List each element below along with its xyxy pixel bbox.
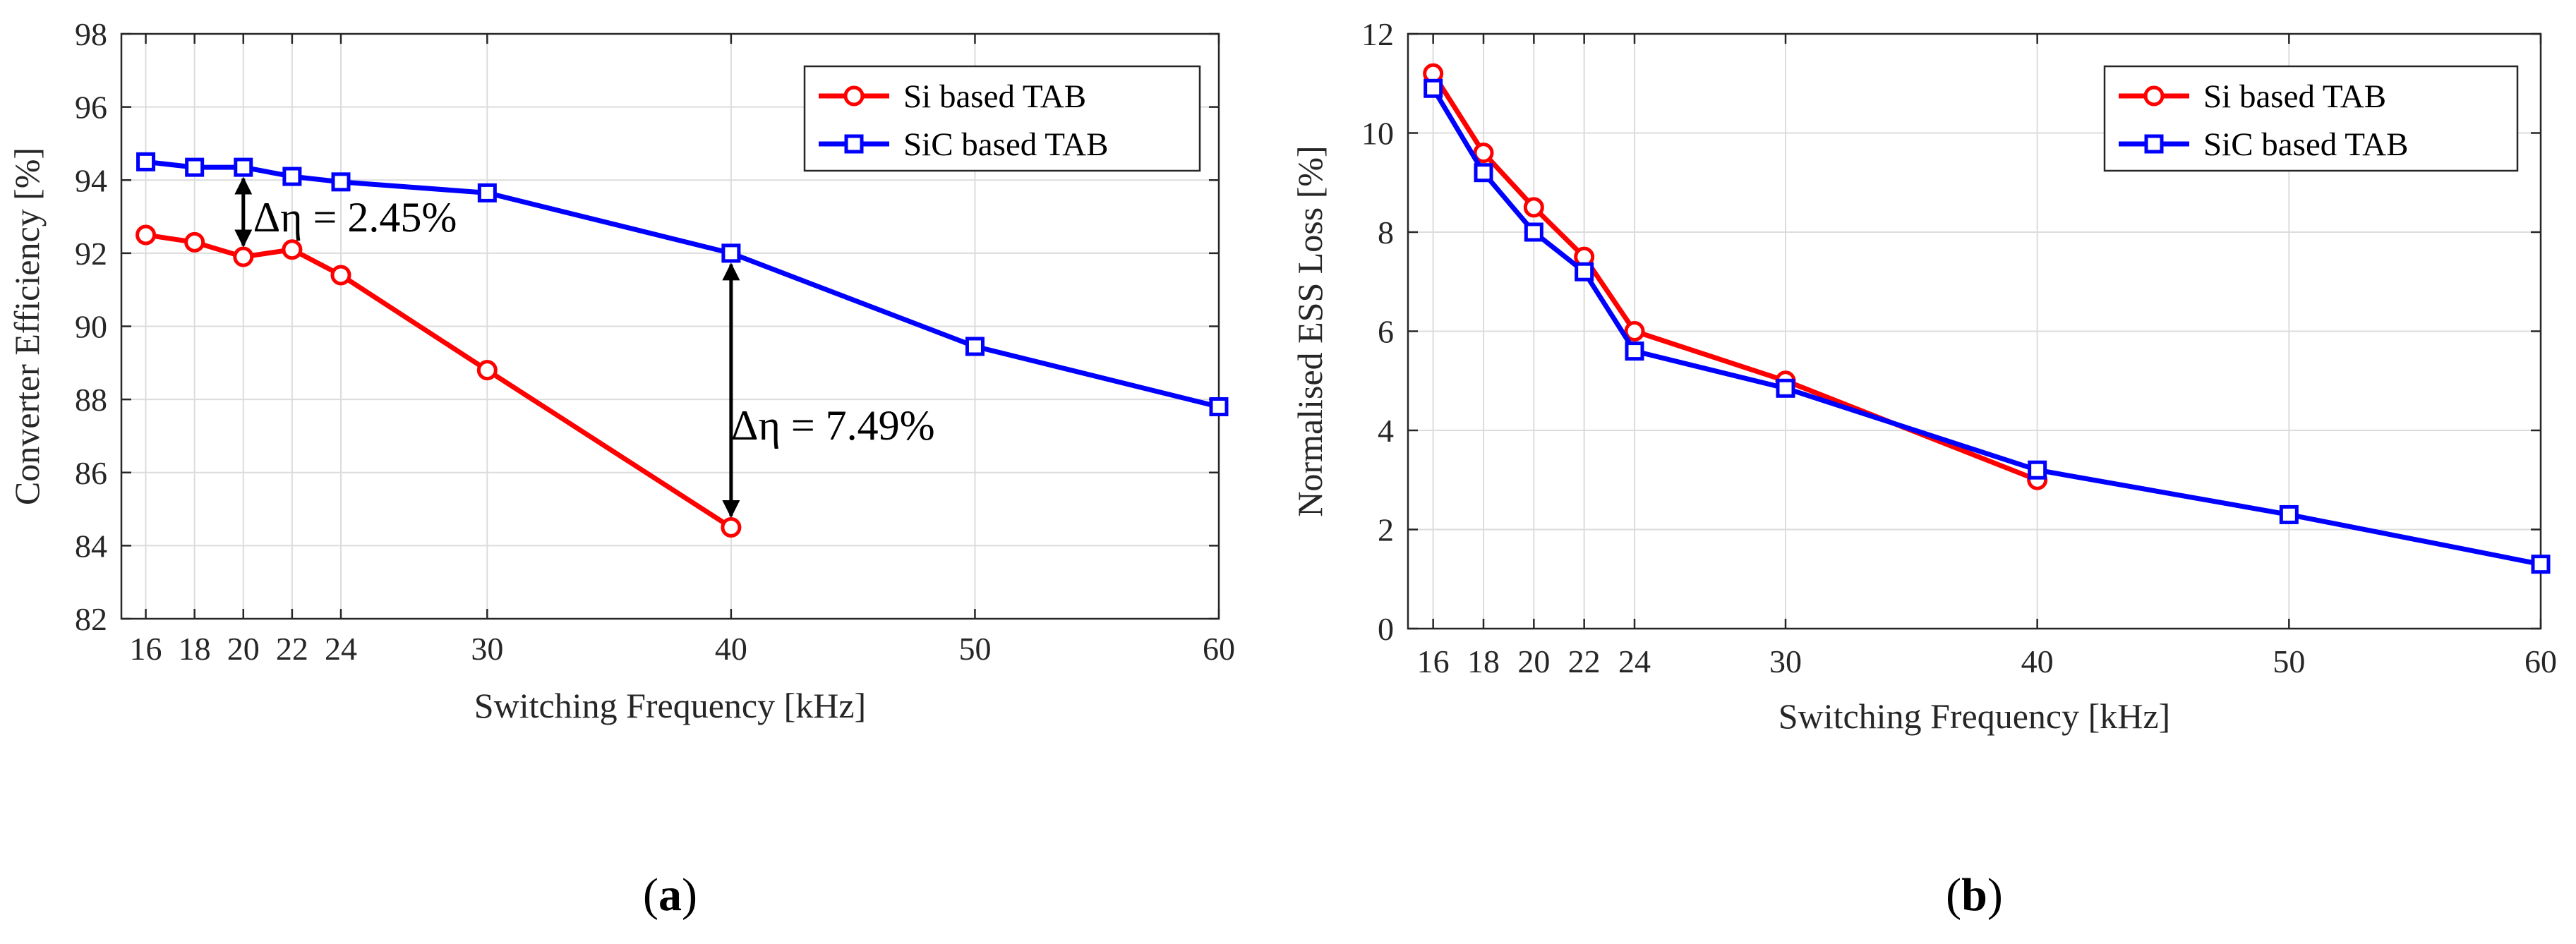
y-tick-label: 94 [75,162,107,198]
data-point-square [721,243,741,263]
legend-marker-square [844,134,864,154]
x-axis-label: Switching Frequency [kHz] [474,686,866,725]
data-point-square [185,157,205,177]
legend-label: SiC based TAB [903,126,1108,163]
series-sic [1424,78,2551,574]
x-tick-label: 22 [1568,643,1601,679]
y-axis-label: Normalised ESS Loss [%] [1290,145,1330,516]
data-point-square [1474,163,1493,183]
data-point-square [282,167,302,186]
delta-eta-label: Δη = 2.45% [253,194,457,241]
data-point-square [2279,504,2299,524]
panel-label: (a) [643,869,697,921]
data-point-circle [476,360,498,381]
data-point-circle [282,239,303,260]
data-point-circle [184,231,205,253]
annotation: Δη = 7.49% [722,262,935,518]
panel-label-paren: ( [643,869,658,921]
series-sic [136,152,1229,416]
annotation: Δη = 2.45% [234,176,457,248]
legend-marker-circle [843,85,865,107]
x-tick-label: 22 [276,631,308,667]
series-line [1431,72,2038,483]
x-tick-label: 50 [2273,643,2305,679]
x-tick-label: 20 [227,631,260,667]
data-point-square [2531,555,2551,574]
data-point-square [1575,262,1594,282]
data-point-square [2028,460,2047,480]
data-point-circle [1624,321,1645,341]
y-tick-label: 90 [75,309,107,345]
data-point-square [1776,378,1795,398]
data-point-circle [1523,197,1544,218]
x-tick-label: 40 [2021,643,2054,679]
delta-eta-label: Δη = 7.49% [731,402,935,449]
y-tick-label: 86 [75,455,107,491]
legend-marker-square [2144,134,2164,154]
y-tick-label: 4 [1378,413,1394,449]
y-tick-label: 8 [1378,214,1394,250]
panel-label-letter: b [1961,869,1987,921]
panel-a: 16 18 20 22 24 30 40 50 60 82 84 86 88 90 92 94 96 98 Swit… [7,16,1235,921]
legend-label: Si based TAB [2203,78,2386,115]
data-point-circle [136,224,157,246]
y-tick-label: 84 [75,528,107,564]
y-tick-label: 0 [1378,611,1394,647]
y-axis-label: Converter Efficiency [%] [7,147,47,505]
series-si [1423,63,2048,490]
legend-box [2103,65,2519,172]
y-tick-label: 2 [1378,512,1394,548]
x-tick-label: 16 [130,631,162,667]
panel-label: (b) [1946,869,2003,921]
x-axis-label: Switching Frequency [kHz] [1778,696,2170,736]
x-tick-label: 18 [179,631,211,667]
data-point-square [965,337,985,356]
x-tick-label: 30 [471,631,503,667]
data-point-square [234,157,253,177]
data-point-circle [721,516,742,538]
y-tick-label: 82 [75,601,107,637]
legend: Si based TAB SiC based TAB [2103,65,2519,172]
y-tick-label: 10 [1361,116,1394,152]
data-point-square [136,152,156,171]
y-tick-label: 12 [1361,16,1394,52]
y-tick-label: 92 [75,236,107,272]
data-point-square [1424,78,1443,98]
x-tick-label: 40 [715,631,747,667]
x-tick-label: 50 [958,631,991,667]
data-point-square [1625,341,1644,361]
y-tick-label: 88 [75,382,107,418]
panel-label-letter: a [658,869,682,921]
y-tick-label: 98 [75,16,107,52]
x-tick-label: 24 [325,631,357,667]
series-line [145,232,733,530]
data-point-circle [1473,143,1494,164]
x-tick-label: 16 [1417,643,1450,679]
y-tick-label: 96 [75,90,107,126]
legend-label: SiC based TAB [2203,126,2408,163]
data-point-square [331,172,351,192]
x-tick-label: 18 [1467,643,1500,679]
x-tick-label: 24 [1618,643,1651,679]
panel-label-paren: ) [1987,869,2003,921]
data-point-square [1524,222,1543,242]
data-point-circle [233,246,254,267]
legend-label: Si based TAB [903,78,1086,115]
x-tick-label: 20 [1517,643,1550,679]
data-point-square [477,183,497,202]
series-si [136,224,742,538]
x-tick-label: 60 [1203,631,1235,667]
panel-label-paren: ( [1946,869,1961,921]
data-point-circle [330,265,351,286]
legend-marker-circle [2143,85,2165,107]
data-point-square [1209,397,1229,416]
x-tick-label: 60 [2524,643,2557,679]
y-tick-label: 6 [1378,314,1394,350]
legend-box [803,65,1201,172]
panel-label-paren: ) [682,869,697,921]
x-tick-label: 30 [1769,643,1802,679]
legend: Si based TAB SiC based TAB [803,65,1201,172]
